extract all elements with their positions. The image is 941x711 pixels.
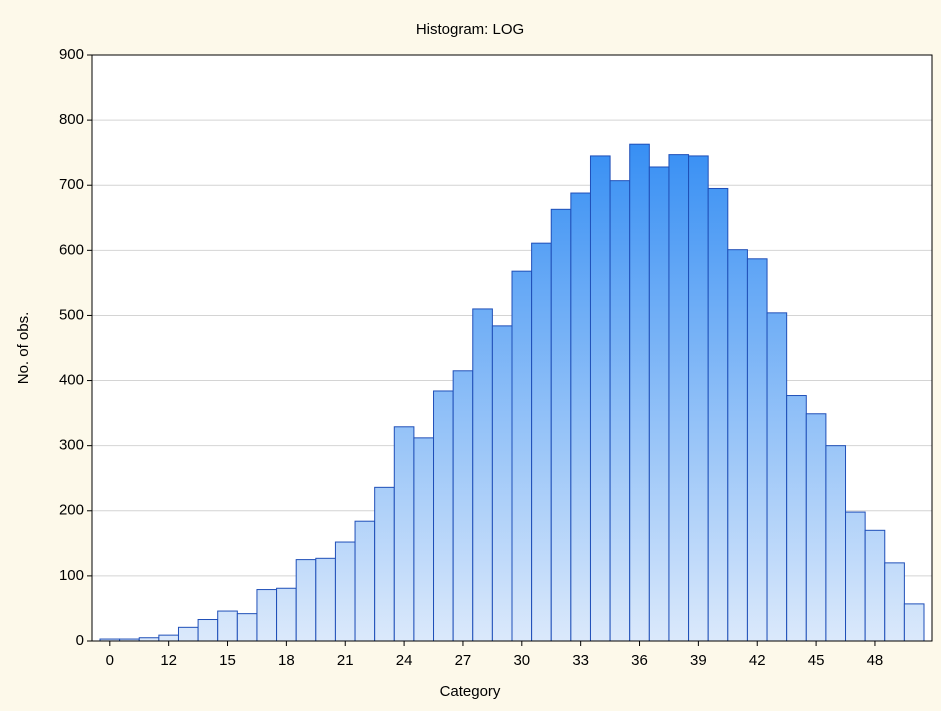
y-tick-label: 400 (59, 372, 84, 389)
bar (589, 155, 611, 642)
bar (786, 395, 807, 642)
bar (256, 589, 278, 642)
bar (570, 192, 591, 642)
bar (805, 413, 827, 642)
bar (884, 562, 905, 642)
bar (177, 626, 199, 642)
bar (511, 270, 533, 642)
bar (295, 559, 317, 642)
y-tick-label: 0 (76, 632, 84, 649)
bar (374, 486, 395, 642)
bar (629, 143, 650, 642)
plot-frame (91, 54, 933, 642)
bar (668, 154, 690, 642)
bar (236, 613, 258, 642)
x-tick-label: 24 (396, 652, 413, 669)
x-tick-label: 0 (106, 652, 114, 669)
bar (550, 208, 572, 642)
y-tick-label: 200 (59, 502, 84, 519)
x-tick-label: 39 (690, 652, 707, 669)
x-tick-label: 48 (867, 652, 884, 669)
bar (472, 308, 493, 642)
bar (609, 180, 631, 642)
x-tick-label: 42 (749, 652, 766, 669)
y-tick-label: 100 (59, 567, 84, 584)
bar (276, 587, 297, 642)
bar (413, 437, 435, 642)
x-tick-label: 15 (219, 652, 236, 669)
bar (727, 249, 748, 642)
y-axis-label: No. of obs. (15, 312, 32, 385)
bar (354, 520, 376, 642)
y-tick-label: 300 (59, 437, 84, 454)
bar (746, 258, 768, 642)
bar (491, 325, 513, 642)
bar (334, 541, 356, 642)
x-tick-label: 21 (337, 652, 354, 669)
x-axis-label: Category (440, 683, 501, 700)
y-tick-label: 700 (59, 176, 84, 193)
bar (648, 166, 670, 642)
bar (197, 619, 219, 642)
bar (315, 557, 336, 642)
bar (217, 610, 238, 642)
chart-title: Histogram: LOG (416, 21, 524, 38)
bar (864, 529, 886, 642)
x-tick-label: 18 (278, 652, 295, 669)
x-tick-label: 12 (160, 652, 177, 669)
x-tick-label: 30 (513, 652, 530, 669)
x-tick-label: 45 (808, 652, 825, 669)
bar (531, 242, 552, 642)
x-tick-label: 27 (455, 652, 472, 669)
bar (845, 511, 866, 642)
y-tick-label: 800 (59, 111, 84, 128)
bar (707, 187, 729, 642)
y-tick-label: 900 (59, 46, 84, 63)
bar (433, 390, 454, 642)
bar (688, 155, 709, 642)
y-tick-label: 600 (59, 241, 84, 258)
bar (452, 370, 474, 642)
y-tick-label: 500 (59, 306, 84, 323)
x-tick-label: 33 (572, 652, 589, 669)
bar (766, 312, 788, 642)
bar (825, 445, 847, 642)
bar (903, 603, 925, 642)
bar (158, 634, 179, 642)
x-tick-label: 36 (631, 652, 648, 669)
bar (393, 426, 415, 642)
